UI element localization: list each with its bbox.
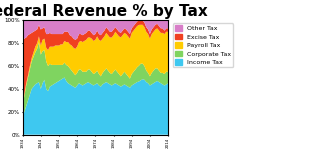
Title: Federal Revenue % by Tax: Federal Revenue % by Tax <box>0 4 208 19</box>
Legend: Other Tax, Excise Tax, Payroll Tax, Corporate Tax, Income Tax: Other Tax, Excise Tax, Payroll Tax, Corp… <box>173 23 233 67</box>
